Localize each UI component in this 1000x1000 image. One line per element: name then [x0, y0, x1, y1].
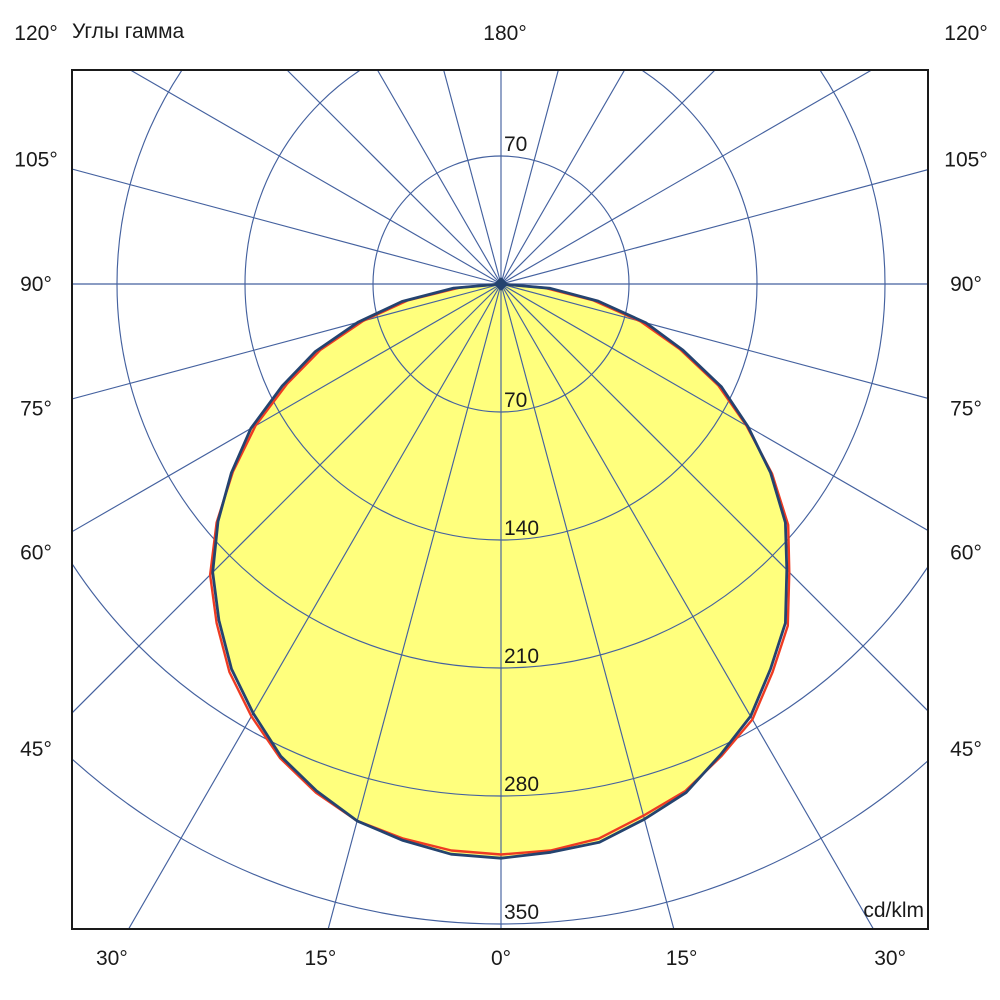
angle-label-left: 75° [20, 398, 52, 421]
grid-radial-line [500, 71, 625, 285]
angle-label-top: 180° [483, 22, 526, 45]
grid-radial-line [500, 283, 927, 711]
grid-radial-line [500, 283, 927, 399]
angle-label-left: 105° [14, 148, 57, 171]
grid-radial-line [73, 283, 502, 400]
grid-radial-line [128, 283, 502, 928]
ring-value-label: 140 [504, 517, 539, 540]
ring-value-label: 350 [504, 901, 539, 924]
grid-radial-line [500, 71, 715, 285]
ring-value-label: 210 [504, 645, 539, 668]
angle-label-left: 90° [20, 273, 52, 296]
grid-radial-line [327, 283, 502, 928]
angle-label-right: 90° [950, 273, 982, 296]
angle-label-top: 120° [944, 22, 987, 45]
ring-value-label: 70 [504, 133, 527, 156]
grid-radial-line [287, 71, 502, 285]
unit-label: cd/klm [863, 899, 924, 922]
angle-label-bottom: 30° [96, 947, 128, 970]
angle-label-bottom: 15° [666, 947, 698, 970]
grid-radial-line [500, 283, 874, 928]
angle-label-right: 45° [950, 738, 982, 761]
grid-radial-line [73, 168, 502, 285]
ring-value-label: 70 [504, 389, 527, 412]
chart-title: Углы гамма [72, 20, 185, 43]
pole-marker [494, 277, 508, 291]
grid-radial-line [500, 283, 927, 531]
grid-radial-line [377, 71, 502, 285]
angle-label-right: 60° [950, 541, 982, 564]
angle-label-bottom: 15° [305, 947, 337, 970]
angle-label-right: 75° [950, 398, 982, 421]
grid-radial-line [443, 71, 502, 285]
photometric-curve-navy [211, 282, 789, 860]
grid-radial-line [500, 169, 927, 285]
grid-radial-line [130, 71, 502, 285]
grid-radial-line [73, 283, 502, 532]
angle-label-left: 45° [20, 738, 52, 761]
grid-radial-line [500, 71, 559, 285]
ring-value-label: 280 [504, 773, 539, 796]
angle-label-top: 120° [14, 22, 57, 45]
grid-radial-line [73, 283, 502, 713]
grid-radial-line [500, 283, 675, 928]
grid-radial-line [500, 71, 872, 285]
angle-label-left: 60° [20, 541, 52, 564]
angle-label-bottom: 30° [874, 947, 906, 970]
intensity-fill-region [212, 284, 787, 859]
plot-border [71, 69, 929, 930]
angle-label-right: 105° [944, 148, 987, 171]
angle-label-bottom: 0° [491, 947, 511, 970]
